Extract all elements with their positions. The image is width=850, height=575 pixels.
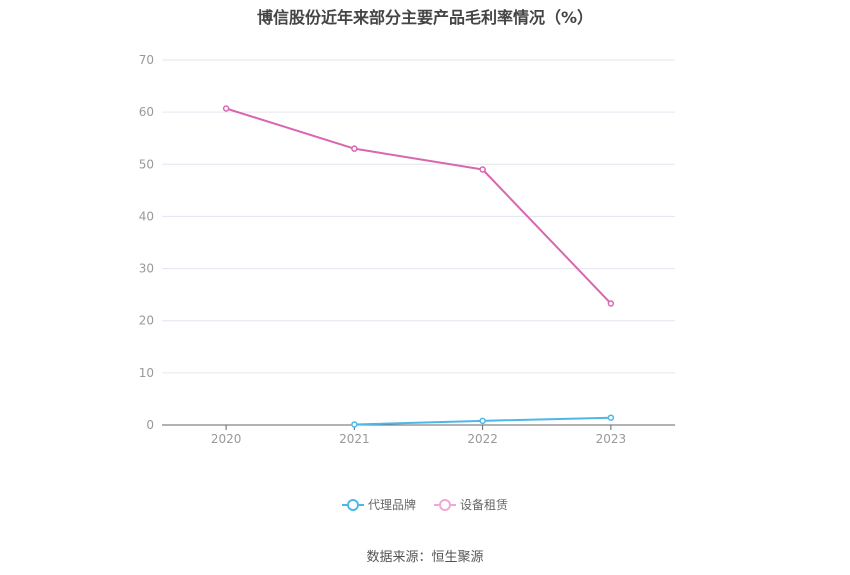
data-point (479, 417, 486, 425)
data-point (607, 414, 615, 421)
y-tick-label: 60 (139, 105, 154, 119)
y-tick-label: 20 (139, 314, 154, 328)
data-point (222, 105, 230, 112)
y-tick-label: 40 (139, 209, 154, 223)
legend-item-daili[interactable]: 代理品牌 (341, 496, 416, 513)
y-tick-label: 10 (139, 366, 154, 380)
data-point (479, 166, 486, 173)
y-tick-label: 50 (139, 157, 154, 171)
y-tick-label: 70 (139, 53, 154, 67)
data-point (607, 300, 615, 307)
grid-lines (162, 59, 675, 426)
series-line-1 (225, 107, 612, 305)
data-point (351, 421, 358, 428)
x-tick-label: 2021 (339, 432, 370, 446)
legend: 代理品牌 设备租赁 (0, 496, 850, 513)
chart-title: 博信股份近年来部分主要产品毛利率情况（%） (256, 8, 594, 27)
legend-marker-zulin-icon (434, 498, 456, 511)
y-tick-label: 30 (139, 262, 154, 276)
legend-label-daili: 代理品牌 (367, 498, 416, 512)
x-tick-label: 2020 (211, 432, 242, 446)
data-source: 数据来源：恒生聚源 (366, 550, 484, 565)
x-tick-labels: 2020 2021 2022 2023 (211, 425, 626, 446)
legend-label-zulin: 设备租赁 (460, 498, 509, 512)
series-lines (222, 105, 615, 428)
y-tick-labels: 0 10 20 30 40 50 60 70 (139, 53, 154, 432)
chart-plot: 0 10 20 30 40 50 60 70 2020 2021 2022 2023 (139, 53, 675, 446)
legend-item-zulin[interactable]: 设备租赁 (434, 496, 508, 513)
x-tick-label: 2022 (467, 432, 498, 446)
legend-marker-daili-icon (341, 498, 364, 511)
data-point (351, 145, 358, 152)
x-tick-label: 2023 (596, 432, 627, 446)
y-tick-label: 0 (146, 418, 154, 432)
